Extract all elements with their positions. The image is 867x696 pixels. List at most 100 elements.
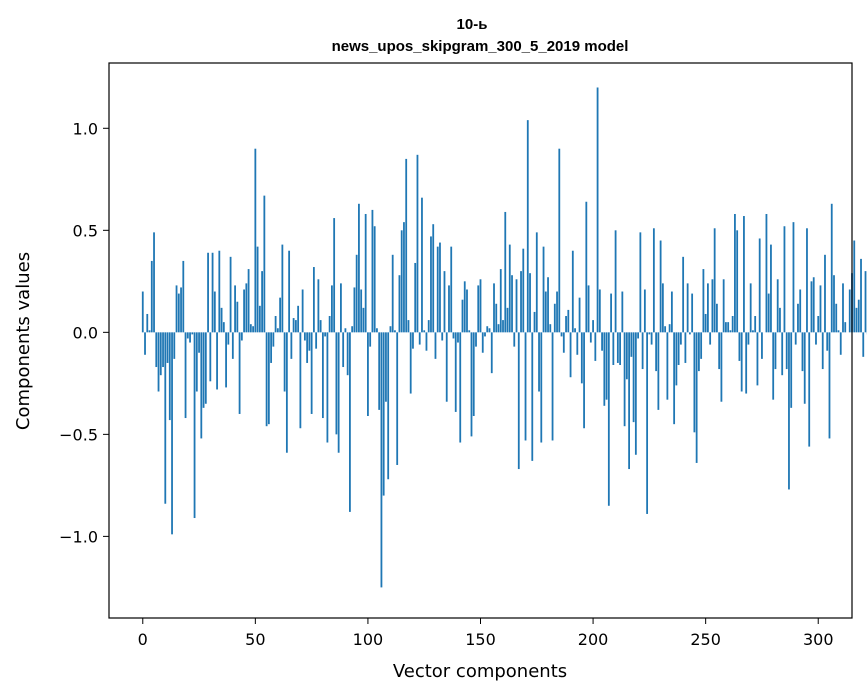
bar bbox=[837, 330, 840, 333]
bar bbox=[790, 332, 793, 408]
bar bbox=[709, 332, 712, 345]
bar bbox=[391, 254, 394, 333]
bar bbox=[452, 332, 455, 339]
bar bbox=[182, 260, 185, 333]
bar bbox=[580, 332, 583, 384]
bar bbox=[378, 332, 381, 410]
bar bbox=[220, 307, 223, 333]
bar bbox=[272, 332, 275, 347]
bar bbox=[664, 326, 667, 333]
bar bbox=[407, 320, 410, 333]
bar bbox=[508, 244, 511, 333]
bar bbox=[231, 332, 234, 359]
bar bbox=[159, 332, 162, 376]
bar bbox=[448, 285, 450, 333]
bar bbox=[222, 322, 225, 333]
bar bbox=[240, 332, 243, 341]
bar bbox=[472, 332, 475, 416]
bar bbox=[171, 332, 173, 535]
bar bbox=[477, 285, 480, 333]
bar bbox=[369, 332, 372, 347]
bar bbox=[303, 332, 306, 341]
bar bbox=[488, 328, 491, 333]
bar bbox=[812, 277, 815, 333]
bar bbox=[493, 283, 495, 333]
bar bbox=[862, 332, 865, 357]
bar bbox=[353, 287, 356, 333]
bar bbox=[551, 332, 554, 441]
bar bbox=[409, 332, 412, 394]
x-axis-ticks: 0 50 100 150 200 250 300 bbox=[138, 618, 834, 649]
bar bbox=[450, 246, 453, 333]
bar bbox=[652, 228, 655, 333]
bar bbox=[461, 299, 464, 333]
bar bbox=[821, 332, 824, 370]
bar bbox=[560, 332, 563, 337]
bar bbox=[502, 320, 504, 333]
bar bbox=[373, 226, 376, 333]
bar bbox=[794, 332, 797, 345]
bar bbox=[423, 330, 426, 333]
bar bbox=[157, 332, 160, 392]
bar bbox=[459, 332, 462, 443]
bar bbox=[267, 332, 270, 425]
bar bbox=[657, 332, 660, 410]
bar bbox=[594, 332, 597, 361]
bar bbox=[315, 332, 318, 349]
x-tick-label: 100 bbox=[353, 630, 384, 649]
bar bbox=[207, 252, 209, 333]
bar bbox=[416, 154, 419, 333]
bar bbox=[398, 275, 401, 333]
bar bbox=[684, 332, 687, 363]
bar bbox=[387, 332, 390, 480]
bar bbox=[740, 332, 743, 392]
bar bbox=[544, 291, 547, 333]
bar bbox=[335, 332, 338, 435]
bar bbox=[256, 246, 259, 333]
bar bbox=[360, 289, 363, 333]
bar bbox=[186, 332, 189, 339]
bar bbox=[443, 271, 446, 333]
bar bbox=[848, 289, 851, 333]
bar bbox=[202, 332, 205, 408]
bar bbox=[522, 248, 525, 333]
bar bbox=[666, 332, 669, 400]
bar bbox=[394, 330, 396, 333]
bar bbox=[693, 332, 696, 433]
bar bbox=[308, 332, 311, 351]
bar bbox=[180, 287, 182, 333]
bar bbox=[513, 332, 516, 347]
bar bbox=[587, 285, 590, 333]
bar bbox=[191, 332, 194, 335]
bar bbox=[743, 216, 745, 333]
bar bbox=[592, 320, 594, 333]
bar bbox=[788, 332, 790, 490]
bar bbox=[698, 332, 700, 372]
bar bbox=[729, 330, 732, 333]
bar bbox=[571, 250, 574, 333]
bar bbox=[195, 332, 198, 392]
bar bbox=[301, 289, 304, 333]
x-tick-label: 300 bbox=[803, 630, 834, 649]
bar bbox=[164, 332, 167, 504]
bar bbox=[484, 332, 486, 337]
bar bbox=[785, 332, 788, 370]
bar bbox=[655, 332, 658, 372]
bar bbox=[290, 332, 293, 359]
bar bbox=[168, 332, 171, 421]
bar bbox=[650, 332, 653, 345]
bar bbox=[346, 332, 349, 376]
bar bbox=[637, 332, 640, 339]
bar bbox=[324, 332, 327, 337]
bar bbox=[342, 332, 345, 368]
bar bbox=[598, 289, 601, 333]
bar bbox=[312, 267, 315, 333]
bar bbox=[184, 332, 187, 419]
bar bbox=[562, 332, 565, 353]
bar bbox=[531, 332, 534, 461]
x-tick-label: 200 bbox=[578, 630, 609, 649]
bar bbox=[285, 332, 288, 453]
bar bbox=[281, 244, 284, 333]
bar bbox=[668, 324, 671, 333]
bar bbox=[677, 332, 680, 365]
